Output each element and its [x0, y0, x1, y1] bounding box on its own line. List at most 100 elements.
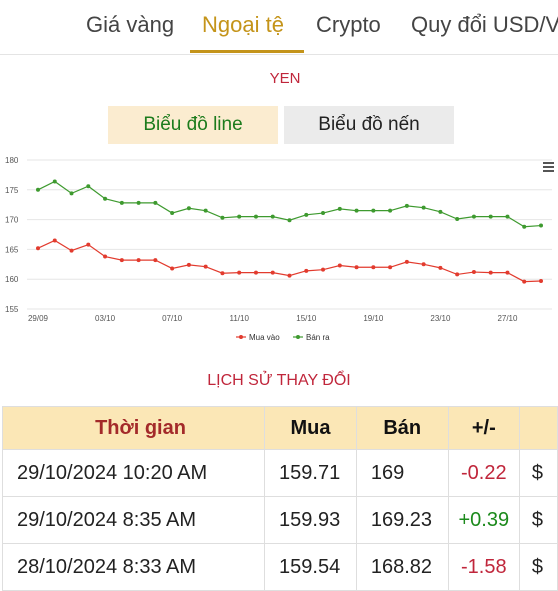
legend-dot — [296, 335, 300, 339]
row-time: 28/10/2024 8:33 AM — [1, 543, 266, 591]
chart-legend[interactable]: Mua vào Bán ra — [236, 333, 330, 342]
data-point — [404, 203, 409, 208]
data-point — [321, 211, 326, 216]
data-point — [438, 265, 443, 270]
data-point — [488, 214, 493, 219]
legend-label[interactable]: Bán ra — [306, 333, 330, 342]
data-point — [86, 242, 91, 247]
data-point — [203, 208, 208, 213]
data-point — [505, 270, 510, 275]
data-point — [36, 187, 40, 192]
data-point — [337, 263, 342, 268]
data-point — [52, 238, 57, 243]
data-point — [170, 266, 175, 271]
candlestick-chart-button[interactable]: Biểu đồ nến — [284, 106, 454, 144]
table-row: 29/10/2024 8:35 AM 159.93 169.23 +0.39 $ — [1, 496, 558, 544]
data-point — [471, 270, 476, 275]
data-point — [539, 223, 543, 228]
data-point — [354, 208, 359, 213]
table-row: 28/10/2024 8:33 AM 159.54 168.82 -1.58 $ — [1, 543, 558, 591]
legend-label[interactable]: Mua vào — [249, 333, 280, 342]
data-point — [237, 214, 242, 219]
legend-dot — [239, 335, 243, 339]
chart-menu-icon[interactable] — [543, 162, 554, 174]
y-tick-label: 170 — [5, 216, 19, 225]
x-tick-label: 29/09 — [28, 314, 49, 323]
data-point — [136, 200, 141, 205]
data-point — [203, 264, 208, 269]
data-point — [103, 196, 108, 201]
data-point — [421, 262, 426, 267]
data-point — [170, 211, 175, 216]
data-point — [36, 246, 40, 251]
y-axis: 155 160 165 170 175 180 — [5, 156, 19, 314]
row-buy: 159.93 — [264, 496, 357, 544]
data-point — [270, 214, 275, 219]
data-point — [539, 278, 543, 283]
data-point — [253, 214, 258, 219]
row-sell: 168.82 — [355, 543, 449, 591]
line-chart-button[interactable]: Biểu đồ line — [108, 106, 278, 144]
chart-grid — [27, 159, 552, 310]
tab-usd-converter[interactable]: Quy đổi USD/V — [411, 12, 558, 37]
data-point — [186, 206, 191, 211]
tab-crypto[interactable]: Crypto — [316, 12, 381, 37]
data-point — [253, 270, 258, 275]
x-tick-label: 15/10 — [296, 314, 317, 323]
data-point — [86, 184, 91, 189]
data-point — [220, 271, 225, 276]
data-point — [455, 217, 460, 222]
x-tick-label: 23/10 — [430, 314, 451, 323]
row-extra: $ — [518, 543, 558, 591]
data-point — [304, 212, 309, 217]
data-point — [119, 200, 124, 205]
data-point — [270, 270, 275, 275]
data-point — [471, 214, 476, 219]
data-point — [69, 191, 74, 196]
data-point — [103, 254, 108, 259]
data-point — [388, 208, 393, 213]
row-sell: 169 — [355, 449, 449, 497]
row-sell: 169.23 — [355, 496, 449, 544]
row-buy: 159.54 — [264, 543, 357, 591]
header-buy: Mua — [264, 406, 357, 450]
x-tick-label: 03/10 — [95, 314, 116, 323]
tab-foreign-currency[interactable]: Ngoại tệ — [202, 12, 284, 37]
table-header-row: Thời gian Mua Bán +/- — [1, 406, 558, 450]
top-tab-bar: Giá vàng Ngoại tệ Crypto Quy đổi USD/V — [0, 0, 558, 55]
data-point — [52, 179, 57, 184]
y-tick-label: 175 — [5, 186, 19, 195]
data-point — [522, 224, 527, 229]
row-extra: $ — [518, 449, 558, 497]
header-time: Thời gian — [1, 406, 266, 450]
data-point — [237, 270, 242, 275]
tab-gold-price[interactable]: Giá vàng — [86, 12, 175, 37]
y-tick-label: 180 — [5, 156, 19, 165]
data-point — [287, 218, 292, 223]
x-tick-label: 27/10 — [497, 314, 518, 323]
data-point — [153, 200, 158, 205]
history-title: LỊCH SỬ THAY ĐỔI — [207, 372, 351, 389]
data-point — [371, 208, 376, 213]
row-time: 29/10/2024 10:20 AM — [1, 449, 266, 497]
header-extra — [518, 406, 558, 450]
data-point — [354, 265, 359, 270]
active-tab-indicator — [190, 50, 304, 53]
x-tick-label: 07/10 — [162, 314, 183, 323]
header-sell: Bán — [355, 406, 449, 450]
data-point — [505, 214, 510, 219]
row-extra: $ — [518, 496, 558, 544]
x-tick-label: 11/10 — [229, 314, 249, 323]
row-change: -0.22 — [447, 449, 520, 497]
data-point — [287, 273, 292, 278]
data-point — [153, 258, 158, 263]
row-change: -1.58 — [447, 543, 520, 591]
data-point — [438, 209, 443, 214]
x-tick-label: 19/10 — [363, 314, 384, 323]
data-point — [321, 267, 326, 272]
data-point — [119, 258, 124, 263]
row-buy: 159.71 — [264, 449, 357, 497]
header-change: +/- — [447, 406, 520, 450]
y-tick-label: 155 — [5, 305, 19, 314]
data-point — [337, 206, 342, 211]
